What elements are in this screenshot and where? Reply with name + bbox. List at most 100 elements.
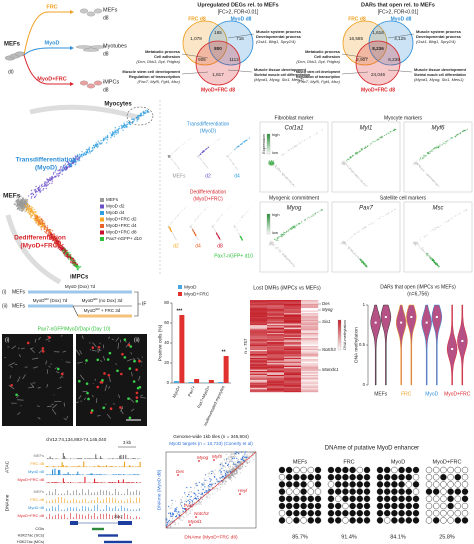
cell-point bbox=[373, 222, 374, 224]
cell-point bbox=[416, 160, 418, 162]
cell-point bbox=[84, 153, 87, 156]
cell-point bbox=[227, 156, 228, 158]
bar bbox=[223, 356, 229, 383]
cell-point bbox=[70, 261, 72, 263]
cell-point bbox=[179, 212, 181, 214]
heatmap-cell bbox=[267, 365, 285, 368]
heatmap-cell bbox=[267, 356, 285, 359]
cell-point bbox=[67, 163, 69, 166]
x-tick-label: Pax7+ bbox=[187, 384, 197, 397]
label: Cell adhesion bbox=[314, 54, 341, 59]
heatmap-cell bbox=[267, 361, 285, 364]
legend-swatch bbox=[100, 198, 104, 202]
cell-point bbox=[61, 245, 64, 248]
heatmap-cell bbox=[301, 389, 319, 391]
cell-point bbox=[300, 221, 302, 223]
heatmap-cell bbox=[267, 347, 285, 349]
cell-point bbox=[276, 247, 277, 249]
cell-point bbox=[360, 179, 362, 180]
heatmap-cell bbox=[250, 390, 268, 393]
cell-point bbox=[425, 252, 426, 254]
cell-point bbox=[348, 157, 349, 159]
step-label: MyoDER + FRC 3d bbox=[84, 307, 121, 313]
cell-point bbox=[354, 152, 356, 154]
cell-point bbox=[67, 161, 69, 163]
cell-point bbox=[221, 215, 223, 216]
cell-point bbox=[83, 154, 85, 156]
cell-point bbox=[49, 182, 51, 185]
cell-point bbox=[46, 226, 49, 229]
cell-point bbox=[427, 174, 428, 176]
cell-point bbox=[38, 220, 40, 223]
cell-point bbox=[171, 153, 173, 155]
cell-point bbox=[279, 249, 280, 251]
cell-point bbox=[123, 126, 126, 129]
heatmap-cell bbox=[301, 323, 319, 326]
cell-point bbox=[431, 179, 432, 181]
cell-point bbox=[416, 162, 418, 164]
cell-point bbox=[350, 169, 352, 171]
cell-point bbox=[19, 207, 21, 209]
cell-point bbox=[276, 165, 277, 167]
cell-point bbox=[355, 254, 357, 256]
heatmap-cell bbox=[250, 331, 268, 334]
cell-point bbox=[218, 217, 220, 218]
micrograph bbox=[76, 334, 147, 426]
cell-point bbox=[35, 185, 37, 188]
cell-point bbox=[269, 243, 271, 245]
cell-point bbox=[271, 244, 273, 246]
cell-point bbox=[168, 156, 170, 158]
cell-point bbox=[269, 244, 271, 246]
cell-point bbox=[113, 135, 116, 137]
cell-point bbox=[232, 162, 234, 164]
heatmap-cell bbox=[284, 373, 302, 376]
cell-point bbox=[362, 149, 364, 151]
cell-point bbox=[358, 177, 360, 179]
label: d0 bbox=[8, 69, 14, 75]
cell-point bbox=[455, 134, 457, 136]
cell-point bbox=[106, 142, 108, 144]
heatmap-cell bbox=[301, 376, 319, 378]
cell-point bbox=[312, 215, 314, 217]
cell-point bbox=[281, 236, 283, 238]
cell-point bbox=[357, 232, 359, 234]
cell-point bbox=[35, 216, 38, 218]
cell-point bbox=[32, 194, 35, 196]
cell-point bbox=[232, 149, 234, 151]
label: 1,616 bbox=[372, 30, 384, 35]
cell-point bbox=[348, 166, 350, 168]
cell-point bbox=[427, 255, 429, 257]
cell-point bbox=[272, 160, 274, 162]
cell-point bbox=[308, 136, 310, 137]
cell-point bbox=[251, 207, 252, 209]
cell-point bbox=[364, 226, 366, 228]
cell-point bbox=[39, 188, 42, 190]
cell-point bbox=[282, 153, 283, 155]
cell-point bbox=[271, 162, 273, 163]
cell-point bbox=[381, 137, 383, 139]
nucleus bbox=[119, 406, 122, 409]
nucleus bbox=[132, 380, 136, 383]
cell-point bbox=[106, 134, 109, 137]
cell-point bbox=[30, 193, 32, 196]
cell-point bbox=[181, 144, 182, 146]
heatmap-cell bbox=[284, 381, 302, 383]
cell-point bbox=[97, 145, 100, 147]
cell-point bbox=[301, 222, 303, 224]
cell-point bbox=[271, 243, 272, 245]
cell-point bbox=[269, 240, 271, 242]
cell-point bbox=[434, 182, 436, 184]
cell-point bbox=[288, 228, 290, 230]
cell-point bbox=[349, 156, 351, 158]
cell-point bbox=[21, 202, 23, 204]
nucleus bbox=[15, 393, 18, 397]
heatmap-cell bbox=[284, 310, 302, 313]
cell-point bbox=[433, 229, 434, 231]
heatmap-cell bbox=[301, 313, 319, 315]
cell-point bbox=[415, 243, 417, 245]
cell-point bbox=[27, 208, 29, 211]
heatmap-cell bbox=[250, 322, 268, 324]
cell-point bbox=[280, 233, 282, 235]
cell-point bbox=[345, 242, 347, 244]
cell-point bbox=[194, 220, 196, 222]
